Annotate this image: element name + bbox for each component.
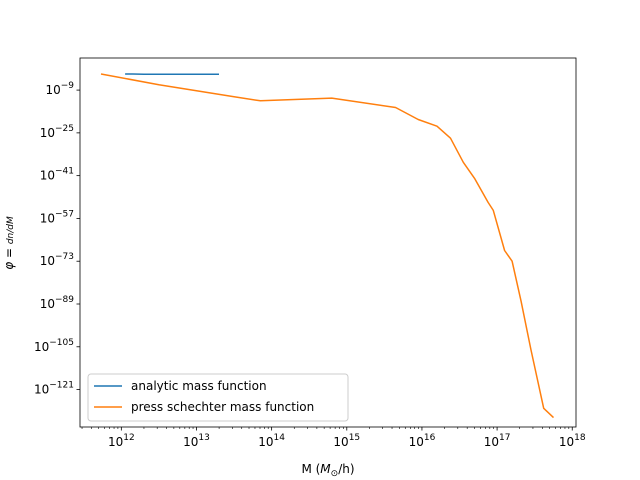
y-tick-label: 10−105 — [34, 338, 74, 354]
x-tick-label: 1013 — [183, 433, 210, 449]
x-tick-label: 1012 — [108, 433, 135, 449]
y-tick-label: 10−73 — [40, 252, 74, 268]
y-tick-label: 10−89 — [40, 295, 75, 311]
legend-frame — [87, 373, 349, 422]
x-axis-label: M (M⊙/h) — [301, 462, 354, 479]
x-tick-label: 1015 — [333, 433, 360, 449]
x-tick-label: 1018 — [559, 433, 586, 449]
x-tick-label: 1016 — [409, 433, 436, 449]
x-tick-label: 1017 — [484, 433, 511, 449]
legend-label-1: analytic mass function — [131, 379, 267, 393]
x-tick-label: 1014 — [258, 433, 285, 449]
plot-frame — [79, 57, 577, 428]
series-line-2 — [100, 73, 555, 419]
legend-label-2: press schechter mass function — [131, 400, 314, 414]
series-layer — [100, 73, 555, 419]
y-tick-label: 10−57 — [40, 209, 74, 225]
x-axis: 1012 1013 1014 1015 1016 1017 1018 — [81, 427, 586, 449]
y-tick-label: 10−121 — [34, 381, 74, 397]
legend: analytic mass function press schechter ma… — [87, 373, 349, 422]
y-axis: 10−9 10−25 10−41 10−57 10−73 10−89 10−105 10−12… — [34, 81, 80, 397]
y-axis-label: φ = dn/dM — [2, 216, 16, 270]
y-tick-label: 10−25 — [40, 124, 74, 140]
y-tick-label: 10−41 — [40, 167, 74, 183]
y-tick-label: 10−9 — [45, 81, 74, 97]
